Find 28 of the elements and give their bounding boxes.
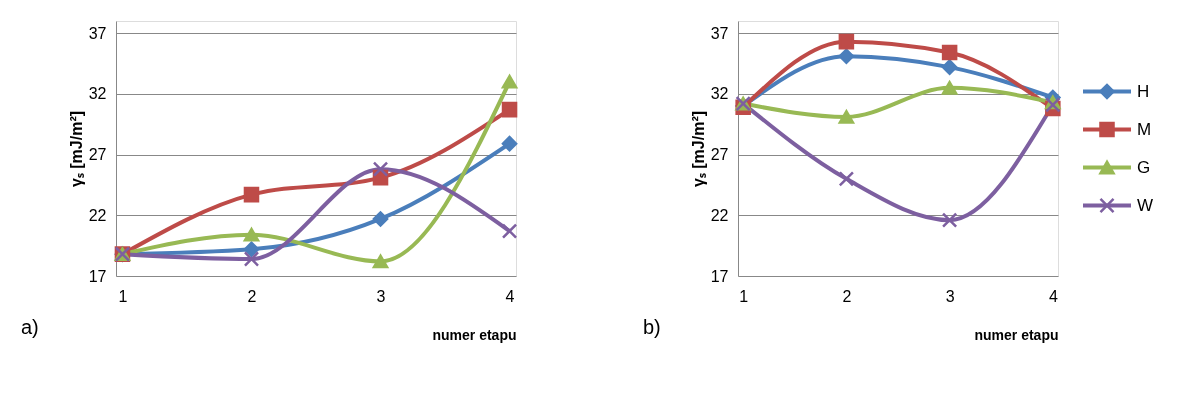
y-axis-title: γₛ [mJ/m²] (689, 110, 707, 188)
y-tick-label: 17 (88, 267, 107, 285)
legend-label: W (1137, 195, 1154, 215)
x-tick-label: 4 (505, 287, 515, 305)
x-axis-title: numer etapu (432, 326, 517, 343)
legend-label: M (1137, 119, 1152, 139)
y-axis-title: γₛ [mJ/m²] (67, 110, 85, 188)
y-tick-label: 37 (88, 24, 107, 42)
text: b) (643, 316, 661, 338)
y-tick-label: 32 (710, 85, 729, 103)
legend-label: G (1137, 157, 1151, 177)
x-tick-label: 1 (739, 287, 749, 305)
x-tick-label: 1 (118, 287, 128, 305)
y-tick-label: 27 (710, 146, 729, 164)
y-tick-label: 32 (88, 85, 107, 103)
y-tick-label: 27 (88, 146, 107, 164)
x-axis-title: numer etapu (974, 326, 1059, 343)
y-tick-label: 37 (710, 24, 729, 42)
x-tick-label: 3 (945, 287, 955, 305)
y-tick-label: 22 (710, 206, 729, 224)
x-tick-label: 2 (842, 287, 852, 305)
x-tick-label: 3 (376, 287, 386, 305)
x-tick-label: 2 (247, 287, 257, 305)
y-tick-label: 22 (88, 206, 107, 224)
text: a) (21, 316, 39, 338)
legend-label: H (1137, 81, 1150, 101)
x-tick-label: 4 (1048, 287, 1058, 305)
y-tick-label: 17 (710, 267, 729, 285)
